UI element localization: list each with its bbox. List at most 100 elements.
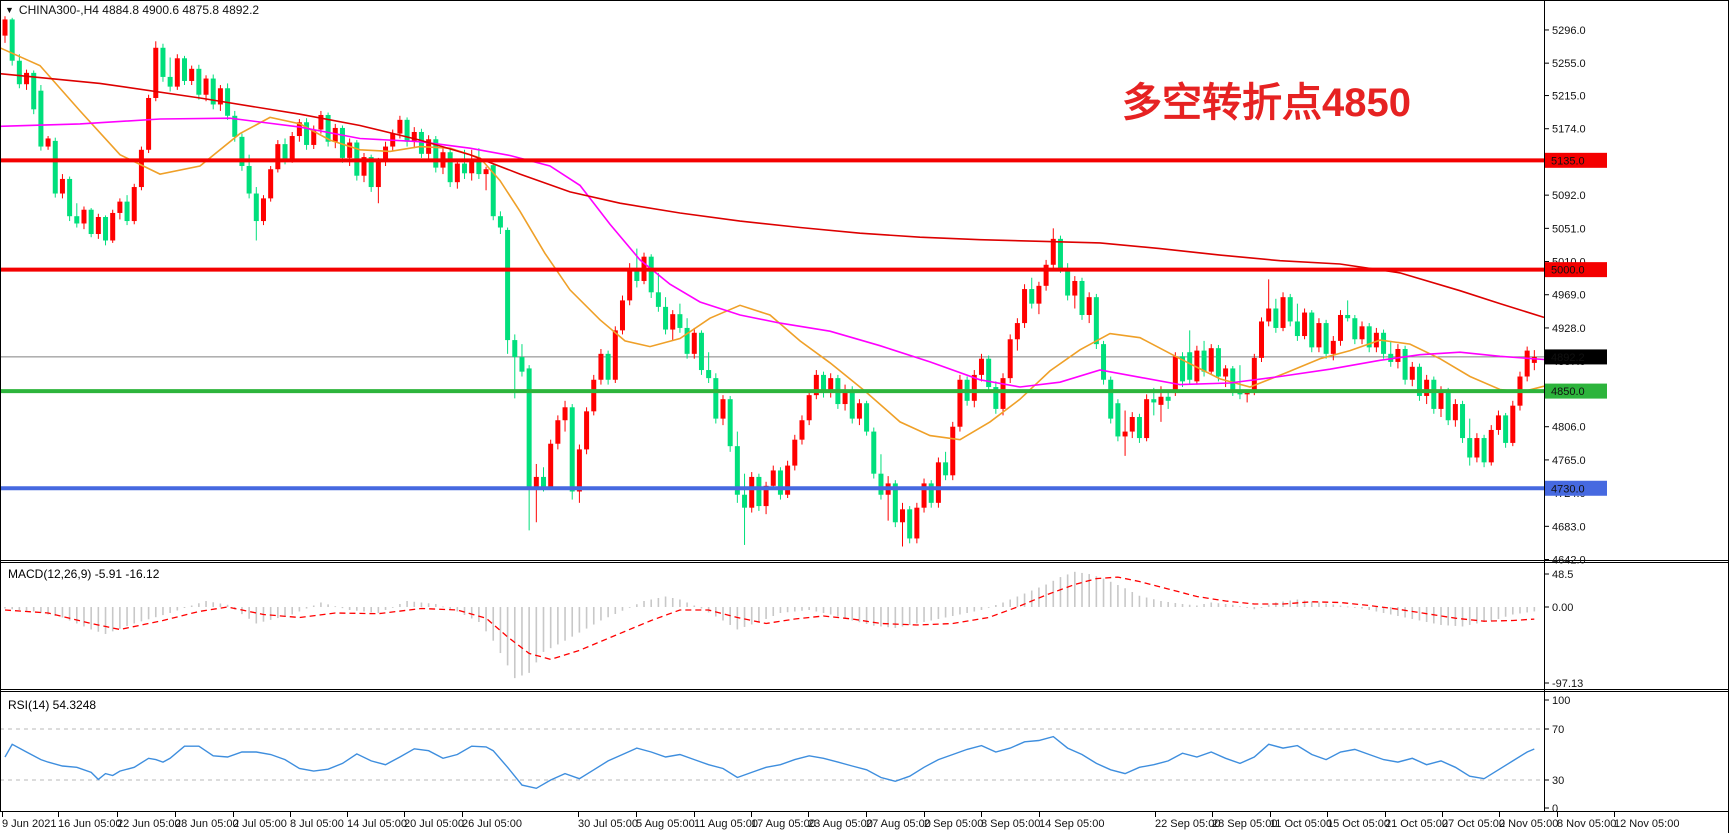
candle-body xyxy=(526,368,532,490)
macd-histogram-bar xyxy=(32,607,35,612)
macd-histogram-bar xyxy=(722,607,724,621)
macd-histogram-bar xyxy=(1124,588,1126,607)
macd-histogram-bar xyxy=(54,607,57,616)
price-tick-label: 5215.0 xyxy=(1552,91,1586,103)
candle-body xyxy=(418,131,424,154)
macd-histogram-bar xyxy=(973,607,976,612)
macd-histogram-bar xyxy=(255,607,258,624)
time-tick-label: 20 Jul 05:00 xyxy=(404,818,464,830)
candle-body xyxy=(591,379,597,412)
macd-histogram-bar xyxy=(557,607,559,645)
macd-histogram-bar xyxy=(1188,604,1191,607)
candle-body xyxy=(1416,366,1422,396)
candle-body xyxy=(433,139,439,168)
candle-body xyxy=(971,374,977,401)
macd-histogram-bar xyxy=(478,607,480,622)
price-level-badge-text: 4730.0 xyxy=(1551,483,1585,495)
price-level-badge-5000.0[interactable] xyxy=(1545,262,1607,278)
rsi-tick-label: 70 xyxy=(1552,724,1564,736)
price-tick-label: 4765.0 xyxy=(1552,455,1586,467)
annotation-text[interactable]: 多空转折点4850 xyxy=(1122,81,1411,125)
time-tick-label: 8 Sep 05:00 xyxy=(981,818,1040,830)
time-tick-label: 14 Sep 05:00 xyxy=(1039,818,1104,830)
candle-body xyxy=(749,476,755,508)
candle-body xyxy=(1187,352,1193,380)
price-level-badge-4850.0[interactable] xyxy=(1545,383,1607,399)
macd-histogram-bar xyxy=(636,604,638,607)
candle-body xyxy=(1122,431,1128,437)
price-level-badge-5135.0[interactable] xyxy=(1545,152,1607,168)
candle-body xyxy=(24,72,30,85)
candle-body xyxy=(1323,323,1329,354)
price-level-badge-4730.0[interactable] xyxy=(1545,480,1607,496)
candle-body xyxy=(1244,391,1250,395)
macd-histogram-bar xyxy=(1339,605,1342,607)
candle-body xyxy=(1366,326,1372,348)
candle-body xyxy=(1108,379,1114,419)
candle-body xyxy=(1302,312,1308,337)
time-tick-label: 8 Jul 05:00 xyxy=(290,818,344,830)
candle-body xyxy=(634,268,640,281)
candle-body xyxy=(52,140,58,194)
macd-histogram-bar xyxy=(377,607,380,613)
macd-histogram-bar xyxy=(1088,574,1090,607)
candle-body xyxy=(720,399,726,419)
macd-histogram-bar xyxy=(320,602,322,607)
candle-body xyxy=(31,72,37,110)
candle-body xyxy=(189,68,195,81)
candle-body xyxy=(462,163,468,174)
chevron-down-icon[interactable]: ▼ xyxy=(5,4,14,15)
candle-body xyxy=(268,169,274,199)
macd-histogram-bar xyxy=(406,601,408,607)
macd-histogram-bar xyxy=(485,607,487,632)
macd-histogram-bar xyxy=(1411,607,1414,619)
candle-body xyxy=(763,485,769,507)
candle-body xyxy=(138,149,144,188)
candle-body xyxy=(1036,285,1042,304)
candle-body xyxy=(1287,297,1293,322)
candle-body xyxy=(1022,289,1028,324)
candle-body xyxy=(1381,332,1387,354)
candle-body xyxy=(1337,314,1343,341)
candle-body xyxy=(663,306,669,330)
candle-body xyxy=(1201,350,1207,372)
price-level-badge-text: 5000.0 xyxy=(1551,265,1585,277)
candle-body xyxy=(110,212,116,241)
time-tick-label: 11 Oct 05:00 xyxy=(1270,818,1332,830)
rsi-label: RSI(14) 54.3248 xyxy=(8,698,97,712)
candle-body xyxy=(1215,348,1221,377)
candle-body xyxy=(1065,268,1071,296)
candle-body xyxy=(454,163,460,183)
macd-histogram-bar xyxy=(1318,602,1320,607)
candle-body xyxy=(1079,280,1085,315)
macd-tick-label: 0.00 xyxy=(1552,602,1573,614)
macd-histogram-bar xyxy=(829,607,832,615)
macd-histogram-bar xyxy=(1375,607,1378,612)
macd-histogram-bar xyxy=(1231,604,1234,607)
candle-body xyxy=(239,136,245,166)
macd-histogram-bar xyxy=(1533,607,1536,612)
candle-body xyxy=(957,379,963,427)
macd-histogram-bar xyxy=(1210,602,1213,607)
candle-body xyxy=(993,387,999,409)
macd-histogram-bar xyxy=(664,596,667,607)
macd-histogram-bar xyxy=(76,607,78,624)
macd-histogram-bar xyxy=(435,604,437,607)
macd-histogram-bar xyxy=(1389,607,1392,615)
macd-histogram-bar xyxy=(1368,607,1370,610)
candle-body xyxy=(821,374,827,393)
candle-body xyxy=(878,473,884,495)
macd-histogram-bar xyxy=(1016,596,1019,607)
macd-histogram-bar xyxy=(980,607,983,610)
macd-histogram-bar xyxy=(1346,606,1349,608)
candle-body xyxy=(734,446,740,495)
price-level-badge-text: 4850.0 xyxy=(1551,386,1585,398)
candle-body xyxy=(332,127,338,142)
candle-body xyxy=(318,114,324,130)
macd-histogram-bar xyxy=(291,607,293,615)
candle-body xyxy=(1000,378,1006,409)
macd-histogram-bar xyxy=(851,607,854,621)
macd-histogram-bar xyxy=(154,607,157,618)
macd-histogram-bar xyxy=(1045,584,1047,607)
macd-histogram-bar xyxy=(1174,603,1177,607)
